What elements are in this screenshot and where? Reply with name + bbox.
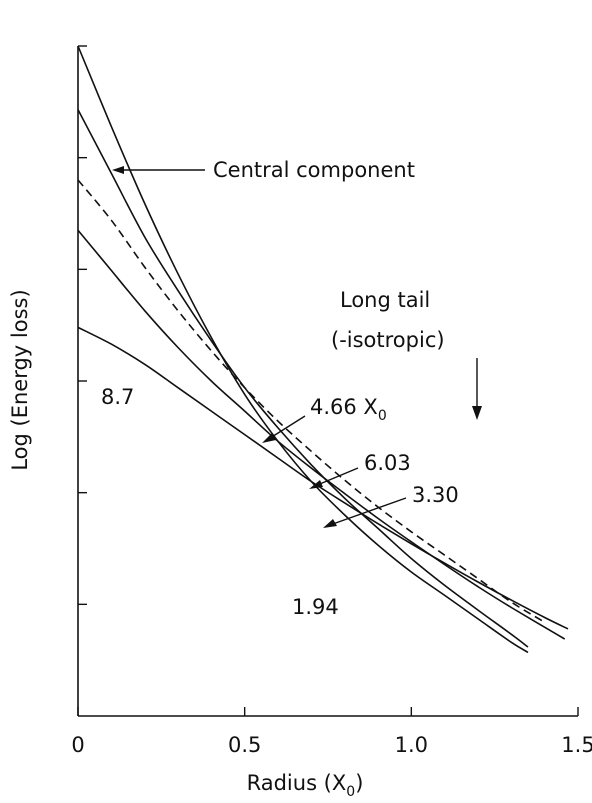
series-line-3 [77,179,546,623]
arrow-3-30-line [329,497,407,526]
x-tick-label: 0.5 [228,733,261,757]
tick-labels: 0 0.5 1.0 1.5 [71,733,592,757]
series-line-2 [77,109,529,648]
isotropic-label: (-isotropic) [331,328,445,352]
curve-label-8-7: 8.7 [101,385,134,409]
curves [77,45,569,654]
x-axis-title: Radius (X0) [247,771,364,800]
long-tail-label: Long tail [340,288,430,312]
series-line-1 [77,45,529,654]
x-tick-label: 0 [71,733,84,757]
series-line-5 [77,326,569,630]
curve-label-4-66: 4.66 X0 [310,395,387,424]
y-axis-title: Log (Energy loss) [8,289,32,470]
curve-label-1-94: 1.94 [292,595,339,619]
x-tick-label: 1.5 [561,733,592,757]
arrow-3-30-head [323,519,337,528]
annotations: Central component Long tail (-isotropic)… [101,158,482,619]
tick-marks [77,45,579,716]
curve-label-3-30: 3.30 [412,483,459,507]
central-component-label: Central component [213,158,415,182]
central-component-arrowhead [112,166,124,174]
arrow-6-03-head [309,480,323,489]
x-tick-label: 1.0 [395,733,428,757]
series-line-4 [77,229,566,640]
arrow-6-03-line [314,467,359,487]
curve-label-6-03: 6.03 [364,451,411,475]
arrow-4-66-head [262,433,276,443]
long-tail-arrowhead [472,406,482,420]
